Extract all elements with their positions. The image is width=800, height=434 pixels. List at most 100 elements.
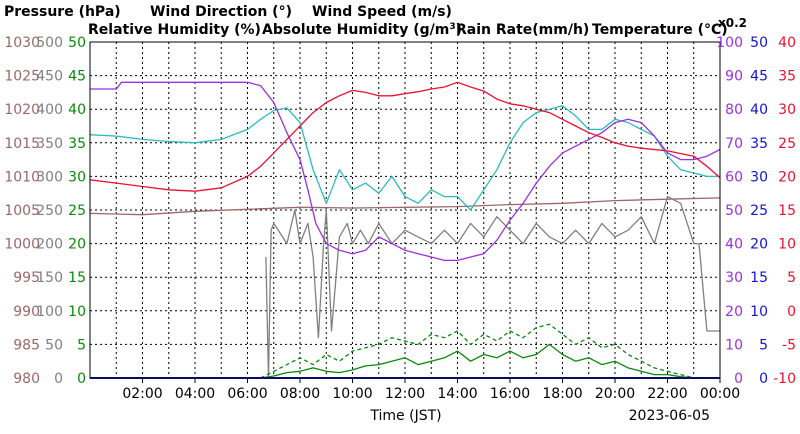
y-tick-relative-humidity: 100 [716,35,743,51]
y-tick-wind-direction: 50 [45,337,63,353]
y-tick-temperature: 25 [778,136,796,152]
y-tick-relative-humidity: 60 [725,169,743,185]
y-tick-wind-speed: 50 [68,35,86,51]
series-relative-humidity [90,81,721,262]
y-tick-rain-rate: 50 [750,35,768,51]
series-wind-gust [260,323,694,379]
y-tick-wind-direction: 0 [54,371,63,387]
y-tick-wind-speed: 35 [68,136,86,152]
x-tick-label: 16:00 [490,386,530,402]
y-tick-pressure: 985 [13,337,40,353]
y-tick-wind-direction: 300 [36,169,63,185]
x-tick-label: 08:00 [280,386,320,402]
y-tick-temperature: 0 [787,304,796,320]
y-tick-rain-rate: 35 [750,136,768,152]
legend-header: Pressure (hPa) Wind Direction (°) Wind S… [4,4,747,38]
legend-rain-scale: x0.2 [718,16,747,30]
series-wind-direction [265,195,720,379]
series-pressure [89,197,721,216]
y-tick-rain-rate: 45 [750,69,768,85]
x-tick-label: 10:00 [332,386,372,402]
y-tick-rain-rate: 5 [759,337,768,353]
y-tick-rain-rate: 20 [750,237,768,253]
x-tick-label: 06:00 [227,386,267,402]
legend-absolute-humidity-sup: 3 [449,22,455,32]
y-tick-relative-humidity: 10 [725,337,743,353]
y-tick-wind-speed: 5 [77,337,86,353]
y-tick-wind-speed: 10 [68,304,86,320]
legend-temperature: Temperature (°C) [592,22,728,38]
y-tick-temperature: 20 [778,169,796,185]
y-tick-temperature: 10 [778,237,796,253]
y-tick-wind-speed: 25 [68,203,86,219]
chart-date: 2023-06-05 [629,408,710,424]
x-tick-label: 12:00 [385,386,425,402]
legend-wind-direction: Wind Direction (°) [150,4,292,20]
y-tick-wind-speed: 45 [68,69,86,85]
y-tick-relative-humidity: 90 [725,69,743,85]
y-tick-temperature: 5 [787,270,796,286]
y-tick-wind-direction: 350 [36,136,63,152]
y-tick-rain-rate: 15 [750,270,768,286]
x-axis-label: Time (JST) [369,408,441,424]
y-tick-relative-humidity: 80 [725,102,743,118]
legend-rain-rate: Rain Rate(mm/h) [456,22,589,38]
y-tick-rain-rate: 30 [750,169,768,185]
y-tick-rain-rate: 40 [750,102,768,118]
x-tick-label: 00:00 [700,386,740,402]
y-tick-relative-humidity: 20 [725,304,743,320]
y-tick-pressure: 995 [13,270,40,286]
y-tick-wind-direction: 100 [36,304,63,320]
legend-absolute-humidity-close: ) [456,22,462,38]
y-tick-wind-speed: 0 [77,371,86,387]
y-tick-wind-speed: 15 [68,270,86,286]
y-tick-wind-direction: 400 [36,102,63,118]
legend-pressure: Pressure (hPa) [4,4,121,20]
series-wind-speed [260,343,694,379]
y-tick-pressure: 1015 [4,136,40,152]
y-tick-pressure: 1025 [4,69,40,85]
y-tick-pressure: 980 [13,371,40,387]
y-tick-wind-direction: 150 [36,270,63,286]
y-tick-rain-rate: 10 [750,304,768,320]
y-tick-temperature: -5 [782,337,796,353]
y-tick-pressure: 1005 [4,203,40,219]
x-axis: 02:00 04:00 06:00 08:00 10:00 12:00 14:00 16:00… [122,378,740,402]
y-tick-wind-direction: 200 [36,237,63,253]
y-tick-pressure: 990 [13,304,40,320]
y-tick-relative-humidity: 0 [734,371,743,387]
legend-wind-speed: Wind Speed (m/s) [312,4,452,20]
y-tick-temperature: 30 [778,102,796,118]
legend-absolute-humidity: Absolute Humidity (g/m3) [262,22,462,38]
legend-relative-humidity: Relative Humidity (%) [88,22,261,38]
y-tick-relative-humidity: 70 [725,136,743,152]
y-tick-pressure: 1010 [4,169,40,185]
y-tick-wind-speed: 40 [68,102,86,118]
x-tick-label: 02:00 [122,386,162,402]
series-temperature [89,81,721,192]
y-tick-rain-rate: 25 [750,203,768,219]
y-tick-temperature: 35 [778,69,796,85]
y-tick-relative-humidity: 30 [725,270,743,286]
y-tick-temperature: 40 [778,35,796,51]
y-tick-wind-direction: 250 [36,203,63,219]
y-tick-wind-speed: 20 [68,237,86,253]
y-tick-wind-direction: 500 [36,35,63,51]
y-tick-rain-rate: 0 [759,371,768,387]
x-tick-label: 20:00 [595,386,635,402]
y-tick-pressure: 1020 [4,102,40,118]
y-tick-wind-speed: 30 [68,169,86,185]
grid-lines [90,42,720,378]
x-tick-label: 04:00 [175,386,215,402]
x-tick-label: 18:00 [542,386,582,402]
y-axes: 1030102510201015101010051000995990985980… [4,35,796,387]
y-tick-relative-humidity: 40 [725,237,743,253]
x-tick-label: 22:00 [647,386,687,402]
y-tick-relative-humidity: 50 [725,203,743,219]
series-absolute-humidity [89,105,720,211]
y-tick-wind-direction: 450 [36,69,63,85]
y-tick-temperature: -10 [773,371,796,387]
y-tick-temperature: 15 [778,203,796,219]
legend-absolute-humidity-text: Absolute Humidity (g/m [262,22,449,38]
